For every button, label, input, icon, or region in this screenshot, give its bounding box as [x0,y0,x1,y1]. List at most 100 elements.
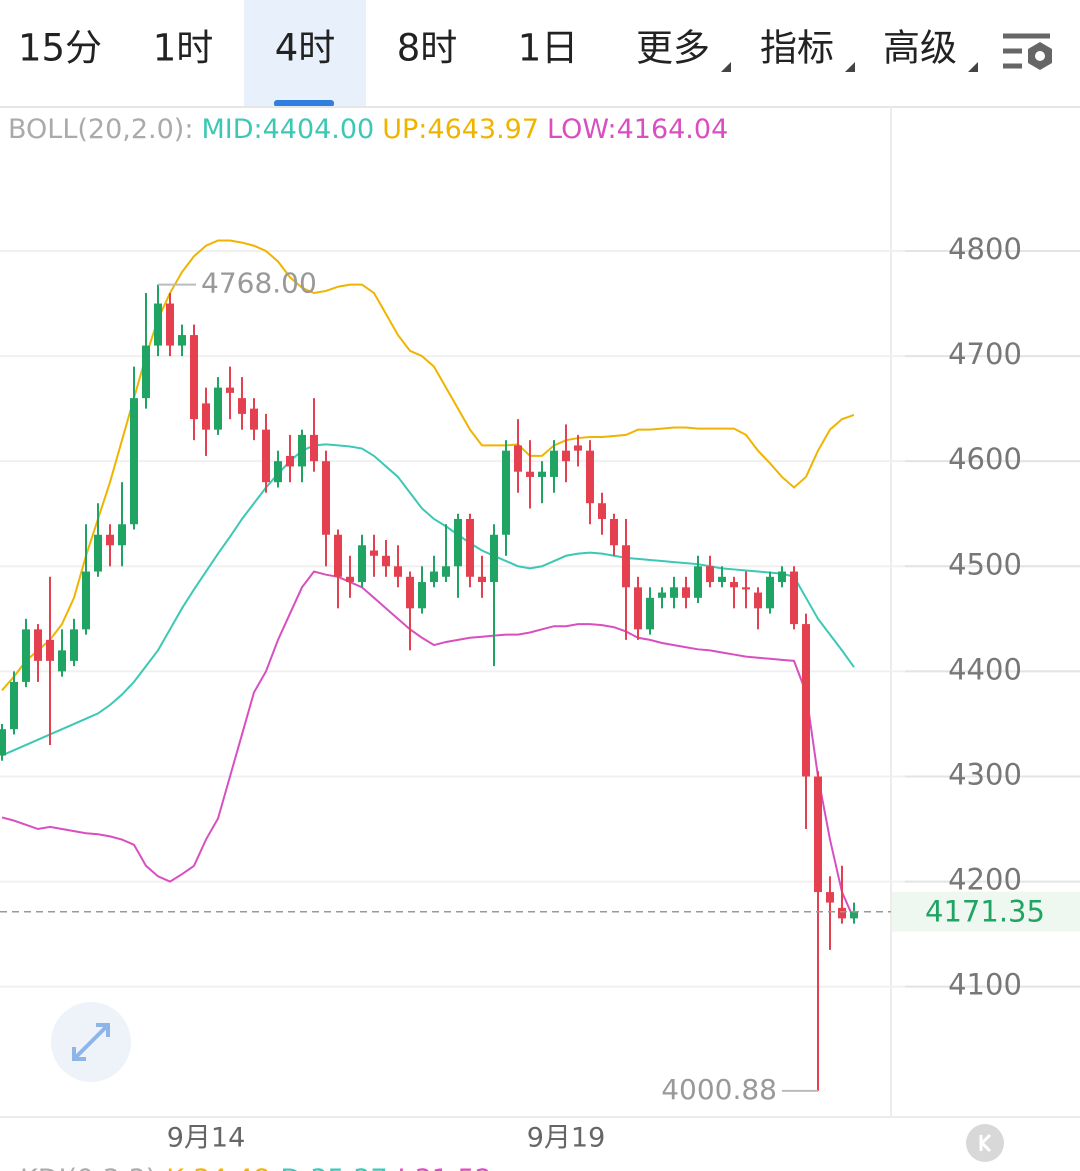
candle-body [526,471,534,477]
min-label: 4000.88 [661,1073,777,1106]
boll-line [1,570,855,920]
candle-body [58,650,66,672]
candle-body [454,518,462,567]
candle-body [514,445,522,472]
candle-body [754,592,762,609]
candle-body [370,550,378,556]
candle-body [610,518,618,546]
candle-body [154,303,162,346]
y-tick-label: 4700 [948,337,1022,371]
candle-body [130,398,138,525]
lower-indicator-value: J:31.52 [396,1164,492,1171]
tab[interactable]: 1时 [153,27,214,70]
candle-body [310,434,318,462]
candle-body [214,387,222,430]
tab[interactable]: 指标 [760,27,834,70]
lower-indicator-value: D:35.37 [280,1164,387,1171]
tab[interactable]: 1日 [518,27,579,70]
candle-body [850,911,858,919]
candle-body [574,445,582,451]
y-tick-label: 4400 [948,652,1022,686]
candle-body [802,624,810,777]
dropdown-caret [845,62,855,72]
y-tick-label: 4100 [948,968,1022,1002]
candle-body [238,398,246,414]
legend-entry: UP:4643.97 [382,114,539,145]
candle-body [778,571,786,583]
candle-body [262,429,270,483]
candle-body [286,455,294,467]
candle-body [0,729,6,756]
candle-body [694,566,702,598]
candle-body [670,587,678,598]
candle-body [94,534,102,572]
settings-icon[interactable] [1003,33,1052,70]
candle-body [730,582,738,588]
candle-body [298,434,306,467]
y-tick-label: 4300 [948,757,1022,791]
candle-body [562,450,570,462]
candle-body [142,345,150,399]
candle-body [118,524,126,546]
candle-body [34,629,42,661]
candle-body [586,450,594,504]
tab[interactable]: 更多 [636,27,710,70]
candle-body [106,534,114,546]
candle-body [502,450,510,535]
candle-body [742,587,750,590]
candle-body [550,450,558,477]
last-price-label: 4171.35 [925,895,1045,929]
candle-body [274,461,282,483]
candle-body [466,518,474,577]
dropdown-caret [968,62,978,72]
boll-line [1,443,855,757]
legend-entry: LOW:4164.04 [547,114,728,145]
candle-body [226,387,234,393]
candle-body [418,582,426,609]
candle-body [358,545,366,583]
tab-indicator [274,100,334,107]
x-tick-label: 9月19 [527,1123,606,1154]
indicator-legend: BOLL(20,2.0): MID:4404.00 UP:4643.97 LOW:41… [8,114,728,145]
candle-body [634,587,642,630]
candle-body [22,629,30,682]
legend-entry: BOLL(20,2.0): [8,114,193,145]
candle-body [706,566,714,583]
candle-body [334,534,342,577]
tab[interactable]: 高级 [883,27,957,70]
candle-body [322,461,330,535]
candle-body [490,534,498,583]
candle-body [838,907,846,919]
candle-body [406,576,414,609]
y-tick-label: 4600 [948,442,1022,476]
candle-body [202,403,210,430]
candle-body [46,639,54,661]
expand-button[interactable] [51,1002,131,1082]
candle-body [394,566,402,577]
candle-body [70,629,78,661]
y-tick-label: 4500 [948,547,1022,581]
tab-selected-bg [244,0,366,107]
candle-body [658,592,666,598]
lower-indicator-value: K:34.48 [166,1164,270,1171]
candle-body [538,471,546,477]
last-price-box [892,891,1080,932]
y-tick-label: 4800 [948,232,1022,266]
candle-body [442,566,450,577]
legend-entry: MID:4404.00 [201,114,374,145]
tab[interactable]: 4时 [275,27,336,70]
candle-body [622,545,630,588]
candle-body [814,776,822,893]
tab[interactable]: 8时 [397,27,458,70]
candle-body [250,408,258,430]
tab[interactable]: 15分 [18,27,102,70]
candle-body [766,576,774,609]
collapse-button[interactable] [966,1124,1004,1162]
candle-body [478,576,486,583]
candle-body [646,597,654,630]
candle-body [682,587,690,598]
x-tick-label: 9月14 [167,1123,246,1154]
candle-body [82,571,90,630]
